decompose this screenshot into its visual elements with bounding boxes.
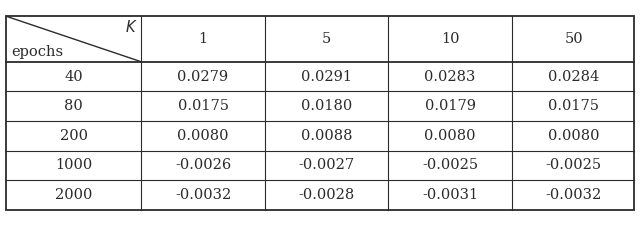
Text: 1: 1 [198, 32, 207, 46]
Text: 0.0080: 0.0080 [548, 129, 600, 143]
Text: -0.0032: -0.0032 [175, 188, 231, 202]
Text: -0.0028: -0.0028 [298, 188, 355, 202]
Text: epochs: epochs [12, 45, 63, 59]
Text: $K$: $K$ [125, 19, 138, 35]
Text: 50: 50 [564, 32, 583, 46]
Text: 80: 80 [65, 99, 83, 113]
Text: 0.0283: 0.0283 [424, 70, 476, 84]
Text: 0.0080: 0.0080 [424, 129, 476, 143]
Text: -0.0032: -0.0032 [545, 188, 602, 202]
Text: 0.0088: 0.0088 [301, 129, 353, 143]
Text: 0.0291: 0.0291 [301, 70, 352, 84]
Bar [6, 16, 634, 210]
Text: 1000: 1000 [55, 158, 92, 172]
Text: 0.0179: 0.0179 [425, 99, 476, 113]
Text: -0.0026: -0.0026 [175, 158, 231, 172]
Text: 0.0080: 0.0080 [177, 129, 228, 143]
Text: 5: 5 [322, 32, 332, 46]
Text: -0.0025: -0.0025 [546, 158, 602, 172]
Text: 0.0279: 0.0279 [177, 70, 228, 84]
Text: -0.0025: -0.0025 [422, 158, 478, 172]
Text: 2000: 2000 [55, 188, 93, 202]
Text: 40: 40 [65, 70, 83, 84]
Text: 0.0175: 0.0175 [548, 99, 599, 113]
Text: 0.0180: 0.0180 [301, 99, 352, 113]
Text: -0.0027: -0.0027 [298, 158, 355, 172]
Text: 10: 10 [441, 32, 460, 46]
Text: 0.0175: 0.0175 [177, 99, 228, 113]
Text: -0.0031: -0.0031 [422, 188, 478, 202]
Text: 200: 200 [60, 129, 88, 143]
Text: 0.0284: 0.0284 [548, 70, 599, 84]
